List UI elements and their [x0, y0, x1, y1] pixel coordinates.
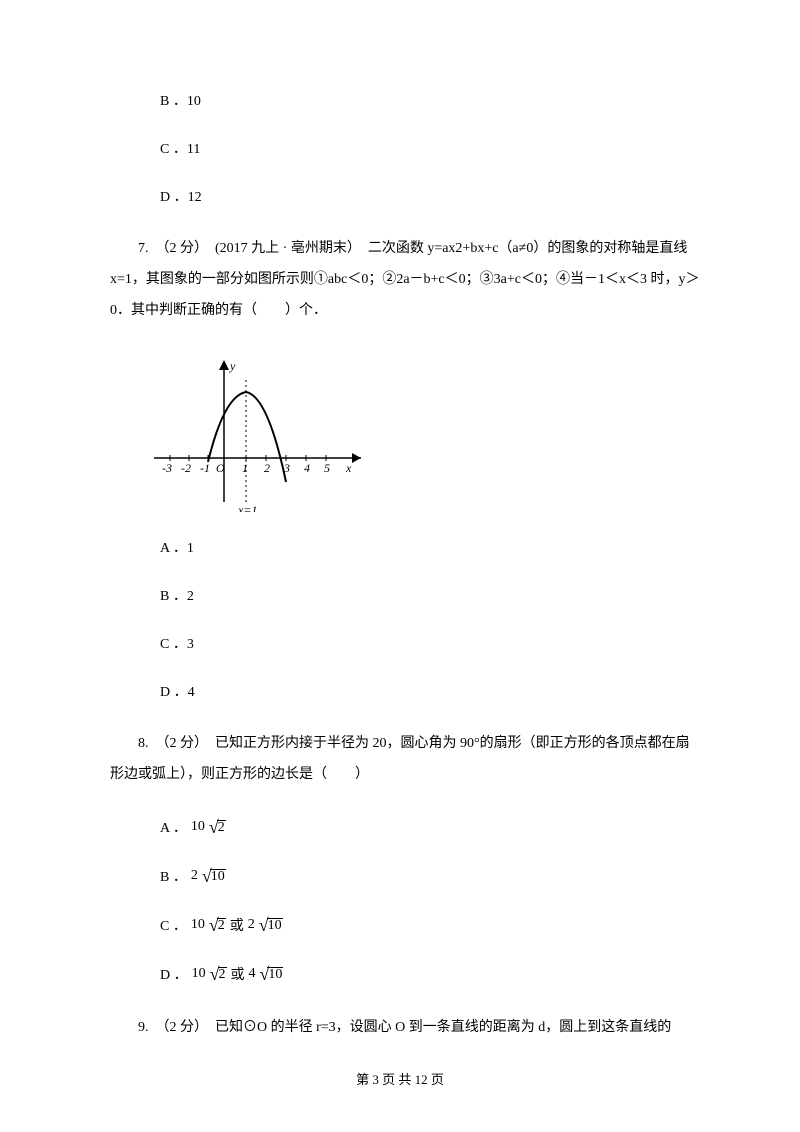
- q7-option-b: B ．2: [160, 585, 700, 605]
- question-7-graph: -3 -2 -1 O 1 2 3 4 5 x y x=1: [146, 352, 700, 517]
- option-label: C ．: [160, 915, 187, 935]
- sqrt-icon: √10: [260, 964, 284, 985]
- svg-text:y: y: [229, 359, 236, 373]
- coef: 4: [249, 966, 256, 982]
- option-label: D ．: [160, 964, 188, 984]
- coef: 10: [191, 819, 205, 835]
- option-d: D ．12: [160, 186, 700, 206]
- q7-option-d: D ．4: [160, 681, 700, 701]
- q8-option-c: C ． 10 √2 或 2 √10: [160, 915, 700, 936]
- svg-text:5: 5: [324, 461, 330, 475]
- svg-text:x=1: x=1: [237, 503, 257, 512]
- coef: 2: [248, 917, 255, 933]
- svg-text:-1: -1: [200, 461, 210, 475]
- q8-option-a: A ． 10 √2: [160, 817, 700, 838]
- question-7-text: 7. （2 分） (2017 九上 · 亳州期末） 二次函数 y=ax2+bx+…: [110, 234, 700, 326]
- sqrt-icon: √10: [202, 866, 226, 887]
- sqrt-icon: √2: [210, 964, 227, 985]
- svg-text:1: 1: [242, 461, 248, 475]
- option-label: A ．: [160, 817, 187, 837]
- sqrt-icon: √2: [209, 817, 226, 838]
- svg-text:x: x: [345, 461, 352, 475]
- question-9-text: 9. （2 分） 已知⊙O 的半径 r=3，设圆心 O 到一条直线的距离为 d，…: [110, 1013, 700, 1044]
- sqrt-icon: √10: [259, 915, 283, 936]
- option-c: C ．11: [160, 138, 700, 158]
- svg-text:2: 2: [264, 461, 270, 475]
- or-text: 或: [231, 964, 245, 984]
- sqrt-icon: √2: [209, 915, 226, 936]
- option-b: B ．10: [160, 90, 700, 110]
- question-8-text: 8. （2 分） 已知正方形内接于半径为 20，圆心角为 90°的扇形（即正方形…: [110, 729, 700, 791]
- q8-option-b: B ． 2 √10: [160, 866, 700, 887]
- page-container: B ．10 C ．11 D ．12 7. （2 分） (2017 九上 · 亳州…: [0, 0, 800, 1132]
- svg-text:4: 4: [304, 461, 310, 475]
- q7-option-a: A ．1: [160, 537, 700, 557]
- svg-text:-2: -2: [181, 461, 191, 475]
- page-footer: 第 3 页 共 12 页: [0, 1069, 800, 1088]
- svg-text:O: O: [216, 461, 225, 475]
- or-text: 或: [230, 915, 244, 935]
- q8-option-d: D ． 10 √2 或 4 √10: [160, 964, 700, 985]
- q7-option-c: C ．3: [160, 633, 700, 653]
- svg-text:-3: -3: [162, 461, 172, 475]
- option-label: B ．: [160, 866, 187, 886]
- parabola-graph: -3 -2 -1 O 1 2 3 4 5 x y x=1: [146, 352, 376, 512]
- coef: 10: [191, 917, 205, 933]
- coef: 10: [192, 966, 206, 982]
- coef: 2: [191, 868, 198, 884]
